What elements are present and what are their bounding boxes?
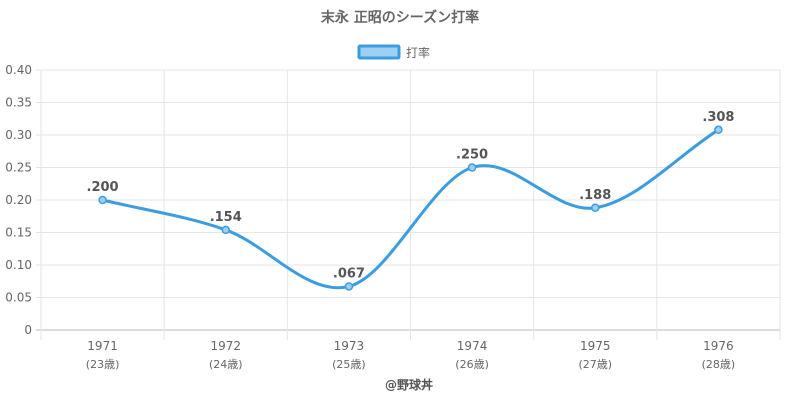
y-tick-label: 0.30 bbox=[5, 128, 32, 142]
y-tick-label: 0.15 bbox=[5, 226, 32, 240]
x-tick-label: 1972 bbox=[210, 339, 241, 353]
x-tick-age-label: (24歳) bbox=[209, 358, 243, 371]
x-tick-age-label: (25歳) bbox=[332, 358, 366, 371]
series-line-batting-average bbox=[102, 128, 720, 290]
x-tick-label: 1973 bbox=[334, 339, 365, 353]
data-label-1976: .308 bbox=[702, 110, 734, 125]
x-axis-ticks: 1971 (23歳) 1972 (24歳) 1973 (25歳) 1974 (26歳) 1975… bbox=[86, 339, 735, 371]
x-tick-label: 1974 bbox=[457, 339, 488, 353]
data-label-1971: .200 bbox=[87, 180, 119, 195]
credit-text: @野球丼 bbox=[385, 377, 433, 392]
x-tick-age-label: (28歳) bbox=[702, 358, 736, 371]
x-tick-age-label: (26歳) bbox=[455, 358, 489, 371]
y-tick-label: 0 bbox=[24, 323, 32, 337]
data-label-1975: .188 bbox=[579, 188, 611, 203]
y-tick-label: 0.05 bbox=[5, 291, 32, 305]
y-tick-label: 0.35 bbox=[5, 96, 32, 110]
data-points bbox=[98, 125, 723, 291]
x-tick-age-label: (27歳) bbox=[578, 358, 612, 371]
data-label-1974: .250 bbox=[456, 148, 488, 163]
legend[interactable]: 打率 bbox=[357, 44, 430, 60]
legend-label: 打率 bbox=[406, 45, 430, 60]
data-point-1972[interactable] bbox=[221, 225, 230, 235]
chart-title: 末永 正昭のシーズン打率 bbox=[321, 9, 479, 26]
grid bbox=[36, 69, 781, 340]
data-point-1976[interactable] bbox=[714, 125, 723, 135]
x-tick-age-label: (23歳) bbox=[86, 358, 120, 371]
data-labels: .200 .154 .067 .250 .188 .308 bbox=[87, 110, 735, 282]
y-tick-label: 0.20 bbox=[5, 193, 32, 207]
data-label-1972: .154 bbox=[210, 210, 242, 225]
data-label-1973: .067 bbox=[333, 266, 365, 281]
legend-swatch bbox=[357, 44, 401, 60]
x-tick-label: 1971 bbox=[87, 339, 118, 353]
x-tick-label: 1975 bbox=[580, 339, 611, 353]
data-point-1973[interactable] bbox=[344, 282, 354, 291]
y-tick-label: 0.40 bbox=[5, 63, 32, 77]
data-point-1975[interactable] bbox=[591, 203, 600, 213]
data-point-1971[interactable] bbox=[98, 195, 107, 205]
y-tick-label: 0.10 bbox=[5, 258, 32, 272]
data-point-1974[interactable] bbox=[467, 163, 477, 172]
y-tick-label: 0.25 bbox=[5, 161, 32, 175]
x-tick-label: 1976 bbox=[703, 339, 734, 353]
y-axis-ticks: 0 0.05 0.10 0.15 0.20 0.25 0.30 0.35 0.40 bbox=[5, 63, 32, 337]
